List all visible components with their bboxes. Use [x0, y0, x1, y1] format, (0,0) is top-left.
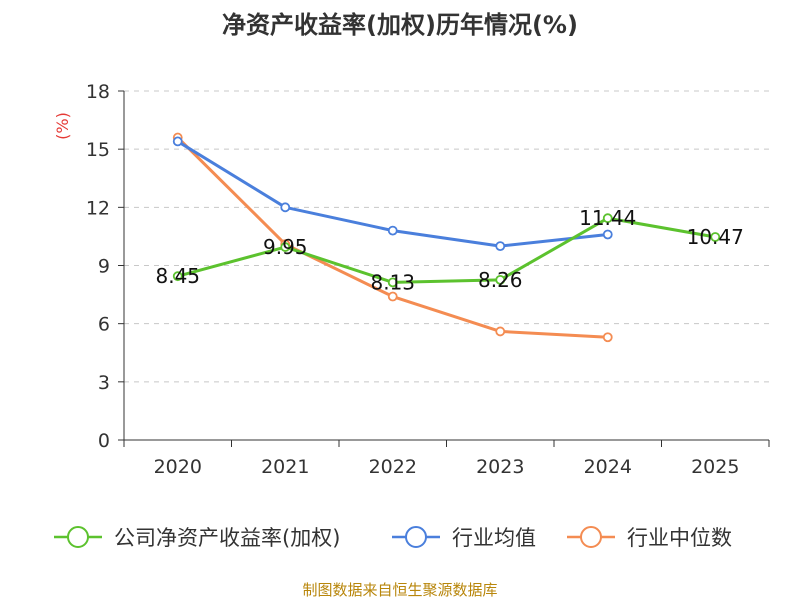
data-labels: 8.45 9.95 8.13 8.26 11.44 10.47	[155, 206, 743, 294]
y-tick-label: 15	[86, 139, 110, 161]
axes: 0 3 6 9 12 15 18 2020 2021 2022 2023 2024 2025	[86, 81, 770, 478]
y-tick-label: 3	[98, 372, 110, 394]
x-tick-label: 2022	[369, 456, 417, 478]
grid	[124, 90, 769, 383]
data-label: 11.44	[579, 206, 636, 230]
series-line	[176, 136, 610, 339]
y-axis-label: (%)	[53, 112, 72, 140]
series-1	[172, 136, 613, 252]
data-point	[710, 232, 721, 242]
data-point	[495, 274, 506, 285]
legend-label: 行业中位数	[627, 526, 732, 550]
data-label: 10.47	[687, 225, 744, 249]
data-point	[495, 241, 506, 252]
data-label: 9.95	[263, 235, 308, 259]
y-tick-label: 12	[86, 197, 110, 219]
x-tick-label: 2023	[476, 456, 524, 478]
data-label: 8.13	[370, 270, 415, 294]
data-point	[495, 326, 506, 337]
legend-label: 公司净资产收益率(加权)	[114, 526, 340, 550]
data-point	[172, 136, 183, 147]
data-point	[172, 271, 183, 282]
x-tick-label: 2020	[154, 456, 202, 478]
data-point	[602, 213, 613, 224]
data-point	[280, 242, 291, 252]
footer-source: 制图数据来自恒生聚源数据库	[302, 581, 497, 599]
data-point	[280, 202, 291, 213]
legend-marker	[67, 526, 89, 548]
data-point	[387, 291, 398, 302]
chart-title: 净资产收益率(加权)历年情况(%)	[222, 11, 578, 39]
x-tick-label: 2021	[261, 456, 309, 478]
data-point	[387, 277, 398, 288]
series-2	[172, 132, 613, 343]
data-label: 8.26	[478, 268, 523, 292]
data-point	[602, 332, 613, 343]
data-point	[602, 229, 613, 240]
y-tick-label: 6	[98, 314, 110, 336]
series-line	[176, 216, 717, 284]
y-tick-label: 9	[98, 256, 110, 278]
data-label: 8.45	[155, 264, 200, 288]
y-tick-label: 0	[98, 430, 110, 452]
legend-item[interactable]: 行业中位数	[567, 526, 732, 550]
legend-marker	[405, 526, 427, 548]
legend-label: 行业均值	[452, 526, 536, 550]
legend-item[interactable]: 公司净资产收益率(加权)	[54, 526, 340, 550]
legend-item[interactable]: 行业均值	[392, 526, 536, 550]
legend-marker	[580, 526, 602, 548]
x-tick-label: 2025	[691, 456, 739, 478]
x-tick-label: 2024	[584, 456, 632, 478]
series-0	[172, 213, 721, 288]
y-tick-label: 18	[86, 81, 110, 103]
data-point	[387, 225, 398, 236]
legend[interactable]: 公司净资产收益率(加权) 行业均值 行业中位数	[54, 526, 732, 550]
series-layer	[172, 132, 721, 343]
